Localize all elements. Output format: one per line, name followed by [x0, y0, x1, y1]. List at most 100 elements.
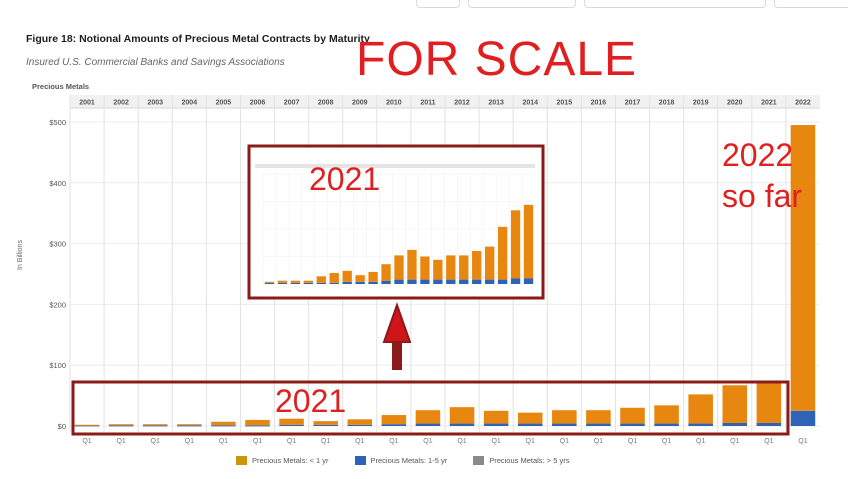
- for-scale-annotation: FOR SCALE: [356, 33, 638, 86]
- legend-swatch-gt5yr: [473, 456, 485, 465]
- x-quarter-label: Q1: [82, 438, 91, 445]
- panel-title: Precious Metals: [32, 82, 90, 91]
- bar-lt1yr: [211, 421, 236, 426]
- x-quarter-label: Q1: [116, 438, 125, 445]
- inset-bar-1to5yr: [303, 282, 313, 284]
- inset-bar-lt1yr: [433, 259, 443, 280]
- x-tick-label: 2001: [79, 100, 95, 107]
- inset-bar-1to5yr: [329, 282, 339, 284]
- bar-lt1yr: [415, 410, 441, 424]
- bar-1to5yr: [415, 423, 441, 426]
- x-quarter-label: Q1: [185, 438, 194, 445]
- bar-1to5yr: [483, 423, 509, 426]
- x-tick-label: 2012: [454, 100, 470, 107]
- year-2022-annotation: 2022: [722, 137, 794, 173]
- inset-bar-lt1yr: [342, 270, 352, 282]
- y-tick-label: $0: [58, 422, 66, 431]
- x-tick-label: 2019: [693, 100, 709, 107]
- x-tick-label: 2002: [113, 100, 129, 107]
- bar-1to5yr: [211, 425, 236, 427]
- x-quarter-label: Q1: [355, 438, 364, 445]
- bar-lt1yr: [654, 405, 679, 424]
- x-tick-label: 2008: [318, 100, 334, 107]
- bar-lt1yr: [245, 419, 270, 426]
- bar-1to5yr: [108, 425, 134, 427]
- bar-1to5yr: [142, 425, 168, 427]
- toolbar-button-3[interactable]: [584, 0, 766, 8]
- bar-lt1yr: [279, 418, 304, 425]
- inset-bar-lt1yr: [407, 249, 417, 280]
- x-quarter-label: Q1: [389, 438, 398, 445]
- bar-lt1yr: [517, 412, 543, 424]
- inset-bar-lt1yr: [446, 255, 456, 280]
- inset-bar-lt1yr: [523, 204, 534, 279]
- inset-header-strip: [255, 164, 535, 168]
- legend-item-lt1yr: Precious Metals: < 1 yr: [236, 456, 329, 465]
- inset-bar-1to5yr: [394, 279, 404, 284]
- bar-1to5yr: [552, 423, 577, 426]
- toolbar-button-2[interactable]: [468, 0, 576, 8]
- x-quarter-label: Q1: [253, 438, 262, 445]
- bar-lt1yr: [688, 394, 713, 424]
- inset-bar-lt1yr: [497, 226, 508, 280]
- x-tick-label: 2021: [761, 100, 777, 107]
- legend-label-1to5yr: Precious Metals: 1-5 yr: [370, 456, 448, 465]
- inset-bar-1to5yr: [407, 279, 417, 284]
- inset-bar-1to5yr: [485, 279, 495, 284]
- bar-lt1yr: [756, 382, 782, 423]
- bar-1to5yr: [449, 423, 475, 426]
- inset-bar-lt1yr: [394, 255, 404, 280]
- chart-subtitle: Insured U.S. Commercial Banks and Saving…: [26, 57, 285, 68]
- toolbar-button-4[interactable]: [774, 0, 848, 8]
- x-quarter-label: Q1: [798, 438, 807, 445]
- bar-1to5yr: [313, 424, 338, 426]
- inset-bar-1to5yr: [264, 282, 275, 284]
- x-tick-label: 2007: [284, 100, 300, 107]
- inset-bar-1to5yr: [523, 278, 534, 284]
- inset-bar-lt1yr: [381, 264, 391, 281]
- bar-1to5yr: [279, 424, 304, 426]
- bar-1to5yr: [688, 423, 713, 426]
- x-quarter-label: Q1: [662, 438, 671, 445]
- bar-1to5yr: [347, 424, 373, 426]
- toolbar-button-1[interactable]: [416, 0, 460, 8]
- bar-lt1yr: [552, 410, 577, 424]
- box-year-annotation: 2021: [275, 383, 347, 419]
- bar-lt1yr: [620, 407, 645, 424]
- y-tick-label: $400: [49, 179, 66, 188]
- x-quarter-label: Q1: [457, 438, 466, 445]
- inset-bar-lt1yr: [329, 273, 339, 283]
- inset-bar-1to5yr: [368, 281, 378, 284]
- bar-lt1yr: [177, 424, 202, 426]
- x-quarter-label: Q1: [730, 438, 739, 445]
- x-tick-label: 2022: [795, 100, 811, 107]
- inset-bar-lt1yr: [485, 246, 495, 280]
- y-tick-label: $300: [49, 240, 66, 249]
- x-tick-label: 2005: [216, 100, 232, 107]
- inset-bar-lt1yr: [420, 256, 430, 280]
- so-far-annotation: so far: [722, 178, 803, 214]
- inset-bar-lt1yr: [459, 255, 469, 280]
- x-tick-label: 2014: [522, 100, 538, 107]
- inset-bar-1to5yr: [472, 279, 482, 284]
- x-tick-label: 2006: [250, 100, 266, 107]
- x-quarter-label: Q1: [628, 438, 637, 445]
- x-tick-label: 2010: [386, 100, 402, 107]
- inset-bar-1to5yr: [446, 279, 456, 284]
- x-quarter-label: Q1: [151, 438, 160, 445]
- bar-1to5yr: [381, 424, 407, 426]
- bar-lt1yr: [142, 424, 168, 426]
- inset-bar-1to5yr: [277, 282, 288, 284]
- bar-lt1yr: [108, 424, 134, 426]
- bar-1to5yr: [790, 410, 816, 426]
- bar-lt1yr: [381, 415, 407, 425]
- bar-lt1yr: [483, 410, 509, 424]
- chart-legend: Precious Metals: < 1 yr Precious Metals:…: [236, 456, 569, 465]
- inset-bar-lt1yr: [316, 276, 326, 283]
- bar-1to5yr: [517, 423, 543, 426]
- x-quarter-label: Q1: [696, 438, 705, 445]
- x-quarter-label: Q1: [526, 438, 535, 445]
- legend-item-gt5yr: Precious Metals: > 5 yrs: [473, 456, 569, 465]
- x-tick-label: 2018: [659, 100, 675, 107]
- x-tick-label: 2015: [557, 100, 573, 107]
